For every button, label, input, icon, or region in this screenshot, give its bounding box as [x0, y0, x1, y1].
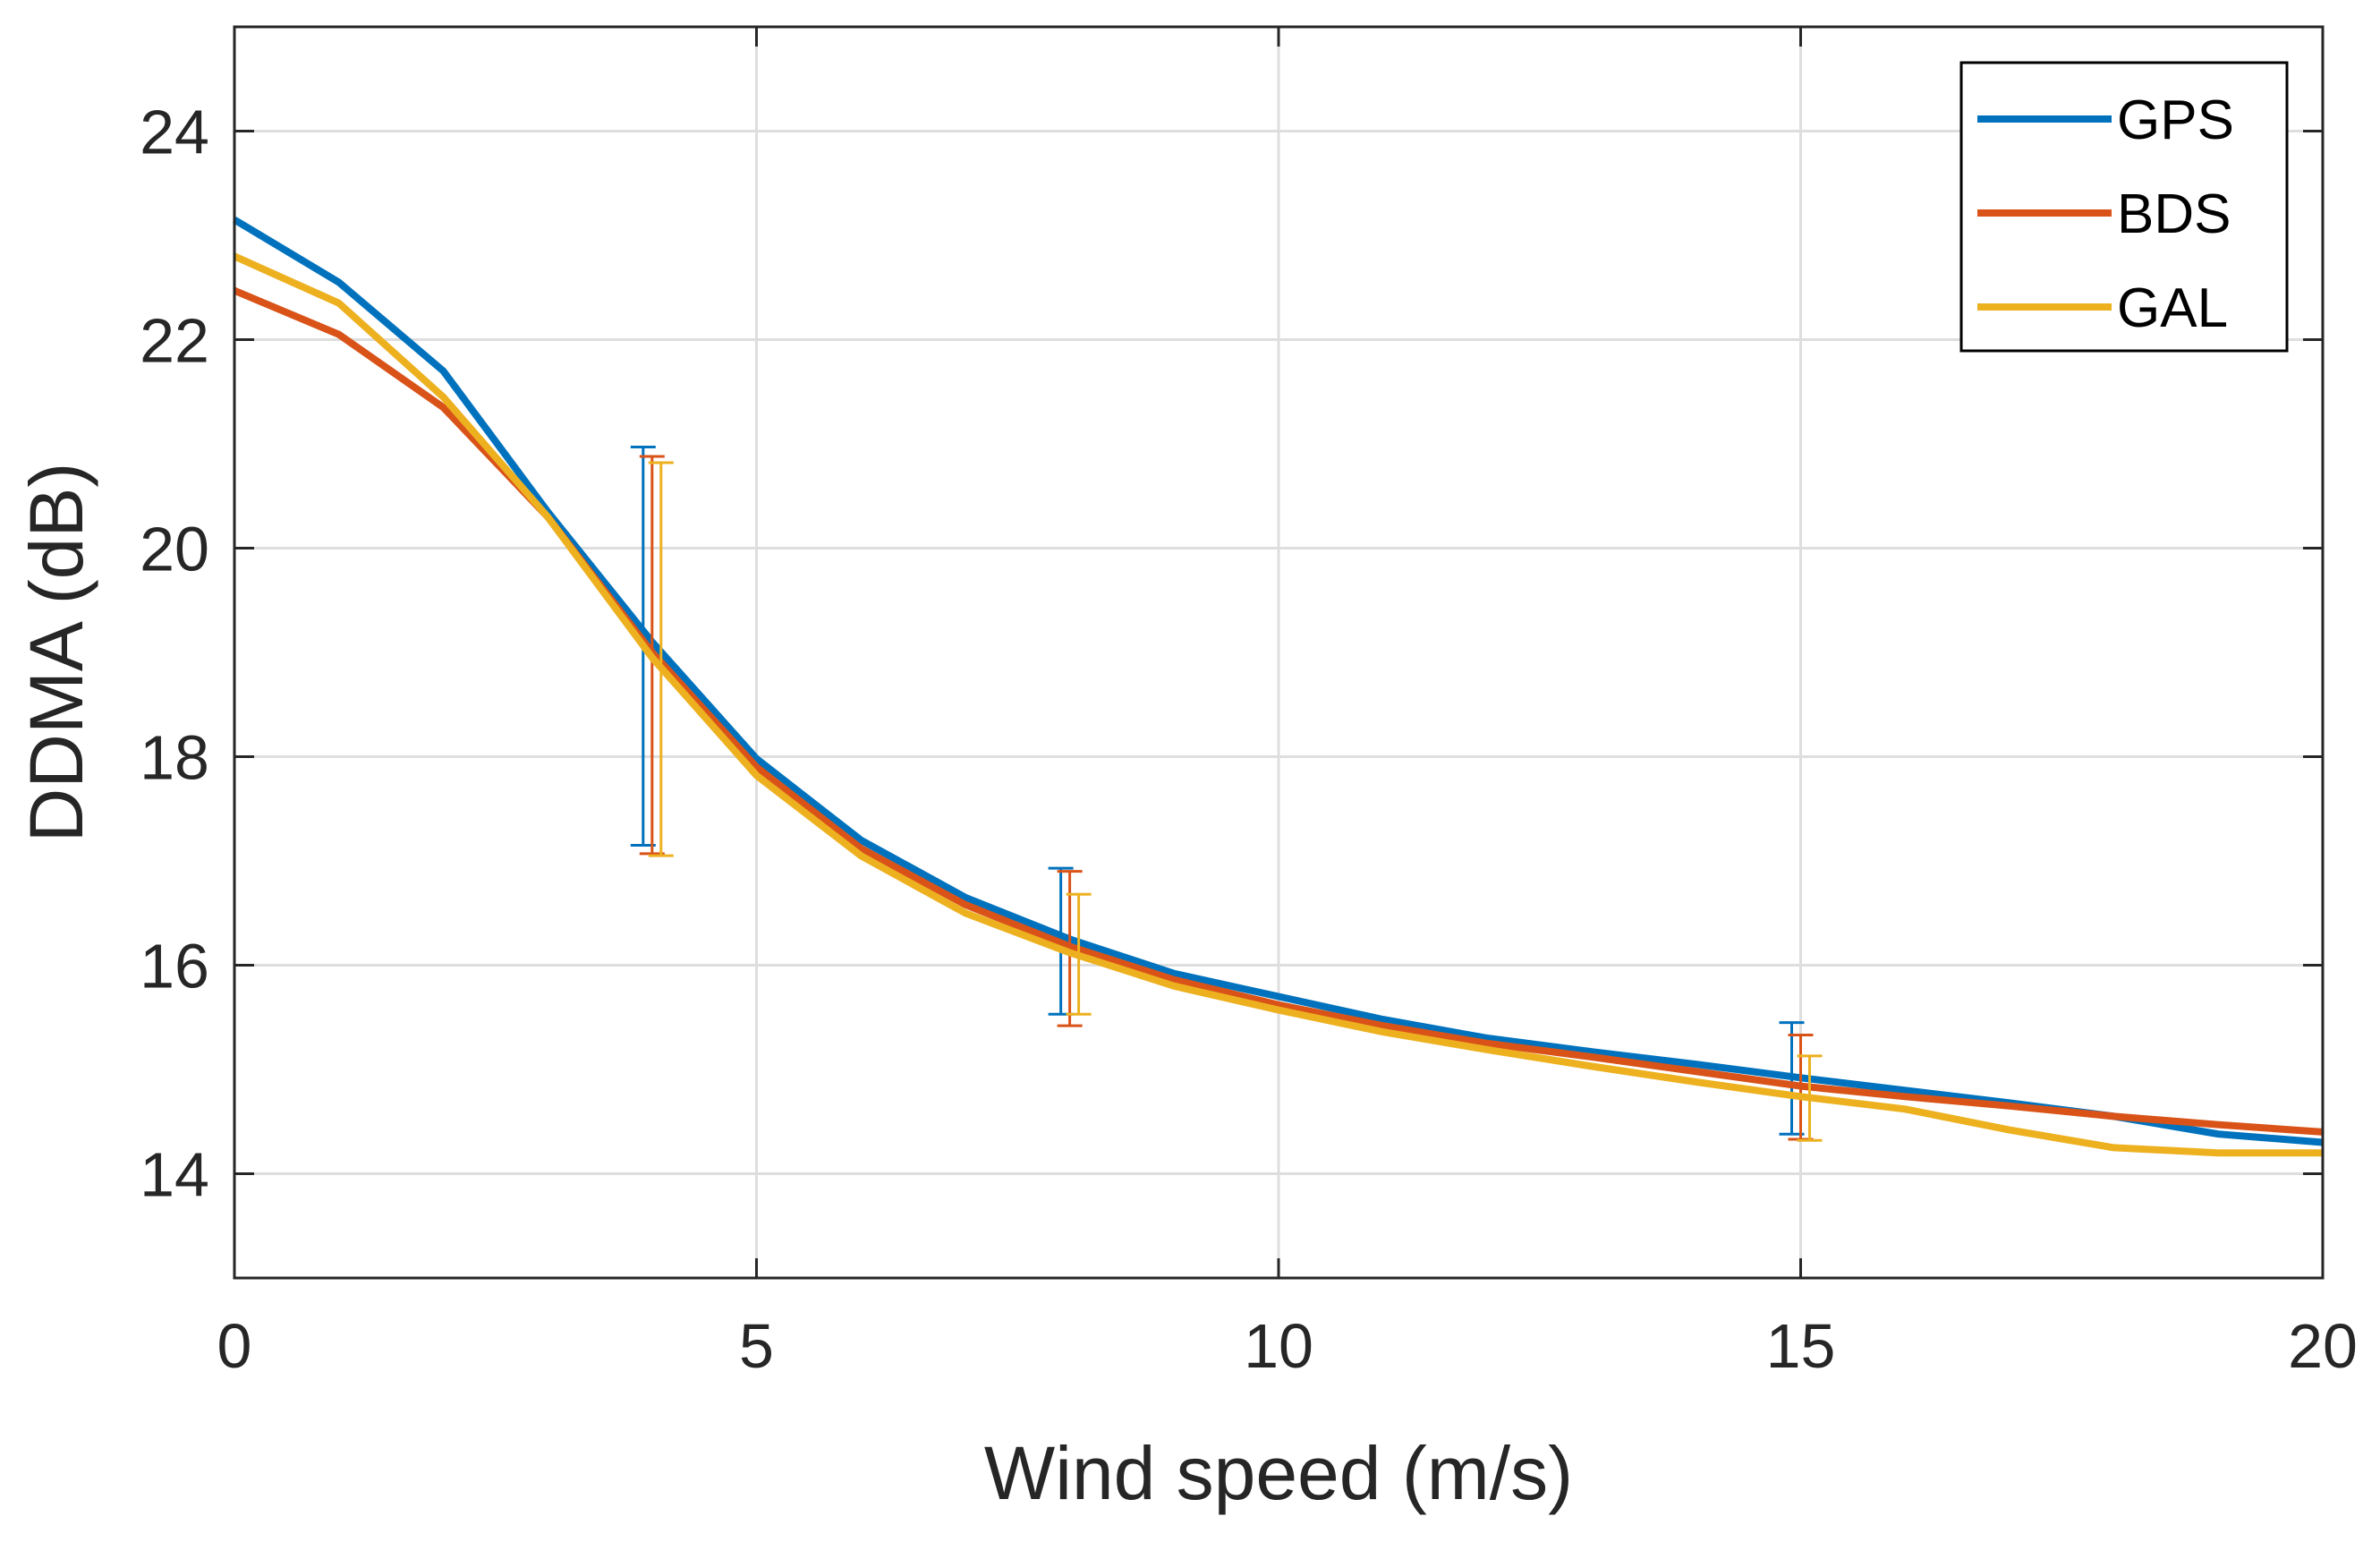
y-tick-label: 14	[140, 1140, 209, 1210]
x-tick-label: 20	[2288, 1311, 2358, 1381]
y-tick-label: 20	[140, 515, 209, 584]
legend-label-bds: BDS	[2117, 183, 2231, 245]
series-line-gal	[233, 252, 2323, 1157]
series-layer	[232, 217, 2324, 1157]
legend: GPS BDS GAL	[1959, 61, 2289, 353]
errorbar-gal	[1066, 892, 1092, 1016]
tick-labels: 0 5 10 15 20 14 16 18 20 22 24	[140, 98, 2358, 1382]
series-line-gps	[232, 217, 2324, 1146]
x-tick-label: 0	[217, 1311, 252, 1381]
ticks	[233, 27, 2325, 1278]
x-axis-title: Wind speed (m/s)	[984, 1431, 1573, 1515]
y-axis-title: DDMA (dB)	[14, 463, 98, 843]
legend-box	[1959, 61, 2289, 353]
legend-label-gps: GPS	[2117, 89, 2234, 151]
y-tick-label: 22	[140, 306, 209, 376]
x-tick-label: 10	[1244, 1311, 1313, 1381]
errorbar-gal	[648, 461, 674, 857]
legend-label-gal: GAL	[2117, 277, 2228, 339]
errorbar-bds	[1057, 870, 1083, 1027]
x-tick-label: 15	[1766, 1311, 1836, 1381]
x-tick-label: 5	[739, 1311, 774, 1381]
y-tick-label: 18	[140, 723, 209, 793]
errorbar-gal	[1797, 1054, 1823, 1142]
y-tick-label: 24	[140, 98, 209, 167]
y-tick-label: 16	[140, 932, 209, 1001]
